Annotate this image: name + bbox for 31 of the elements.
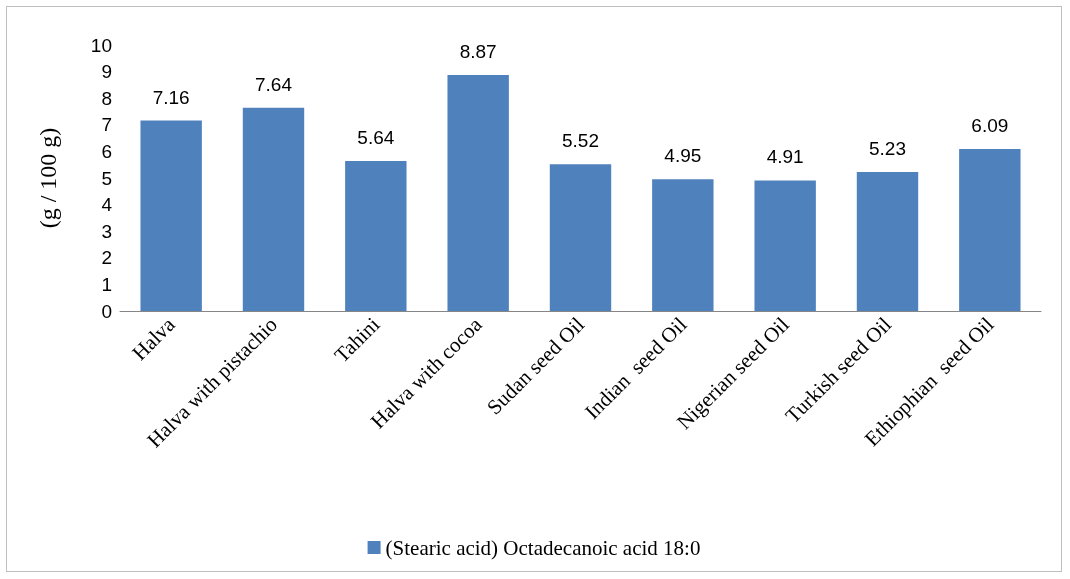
y-tick-label: 0 <box>101 300 112 322</box>
bar <box>959 149 1021 311</box>
y-tick-label: 6 <box>101 140 112 162</box>
data-label: 7.64 <box>255 73 293 95</box>
y-tick-label: 4 <box>101 194 113 216</box>
legend-label: (Stearic acid) Octadecanoic acid 18:0 <box>385 535 701 560</box>
bar <box>242 107 305 311</box>
y-tick-label: 9 <box>101 61 112 83</box>
data-label: 5.23 <box>869 137 906 159</box>
data-label: 5.64 <box>357 126 395 148</box>
data-label: 7.16 <box>152 86 190 108</box>
data-label: 4.91 <box>766 146 804 168</box>
data-label: 6.09 <box>971 115 1009 137</box>
y-tick-label: 8 <box>101 87 112 109</box>
y-tick-label: 3 <box>101 220 112 242</box>
bar <box>447 75 509 311</box>
data-label: 5.52 <box>562 130 599 152</box>
data-label: 4.95 <box>664 145 702 167</box>
y-tick-label: 10 <box>90 34 112 56</box>
bar <box>754 180 816 311</box>
bar <box>140 120 202 311</box>
bar <box>652 179 714 311</box>
bar <box>549 164 612 311</box>
y-tick-label: 1 <box>101 273 112 295</box>
bar <box>856 171 919 311</box>
y-axis-title: (g / 100 g) <box>35 127 61 229</box>
y-tick-label: 2 <box>101 247 112 269</box>
y-tick-label: 5 <box>101 167 112 189</box>
y-tick-label: 7 <box>101 114 112 136</box>
data-label: 8.87 <box>459 41 497 63</box>
bar <box>345 160 407 311</box>
